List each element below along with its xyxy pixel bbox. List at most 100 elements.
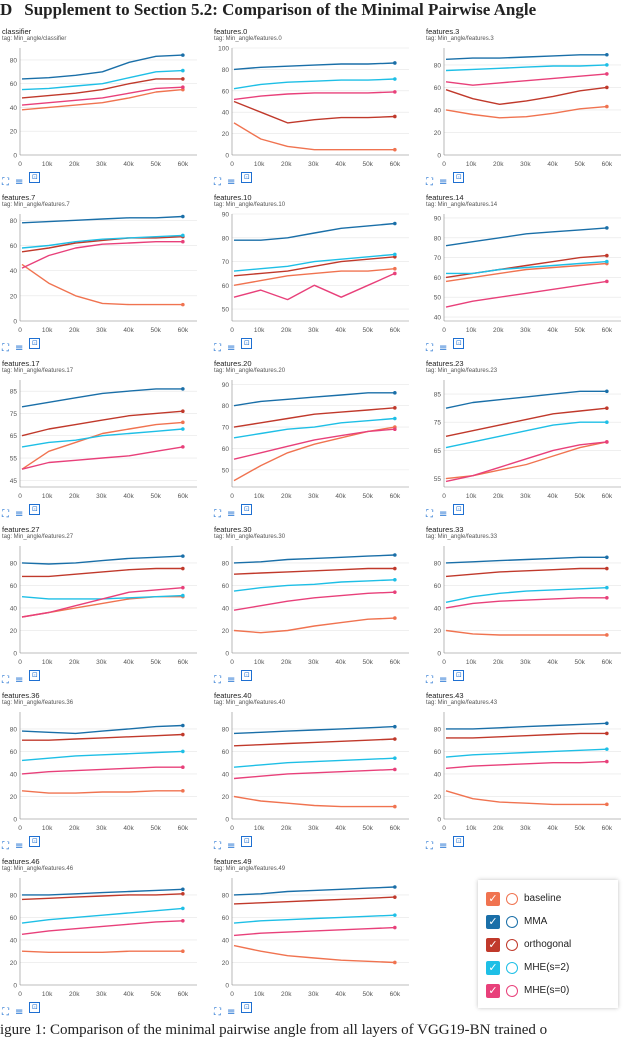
y-tick-label: 0: [13, 817, 17, 824]
y-tick-label: 20: [434, 794, 442, 801]
list-icon[interactable]: ≡: [439, 841, 448, 852]
expand-icon[interactable]: ⛶: [2, 1007, 9, 1018]
x-tick-label: 30k: [520, 327, 531, 334]
fit-icon[interactable]: ⊡: [453, 836, 465, 847]
y-tick-label: 90: [434, 215, 442, 222]
list-icon[interactable]: ≡: [15, 177, 24, 188]
list-icon[interactable]: ≡: [227, 1007, 236, 1018]
series-line-baseline: [233, 617, 395, 634]
checkbox-icon[interactable]: ✓: [486, 984, 500, 998]
fit-icon[interactable]: ⊡: [241, 836, 253, 847]
list-icon[interactable]: ≡: [439, 177, 448, 188]
series-end-point-mhe-s-2: [393, 756, 397, 760]
list-icon[interactable]: ≡: [15, 509, 24, 520]
chart-title: features.14: [426, 193, 464, 202]
fit-icon[interactable]: ⊡: [453, 172, 465, 183]
list-icon[interactable]: ≡: [439, 675, 448, 686]
list-icon[interactable]: ≡: [227, 177, 236, 188]
fit-icon[interactable]: ⊡: [29, 670, 41, 681]
radio-ring-icon[interactable]: [506, 962, 518, 974]
x-tick-label: 50k: [150, 659, 161, 666]
list-icon[interactable]: ≡: [15, 841, 24, 852]
y-tick-label: 40: [222, 605, 230, 612]
expand-icon[interactable]: ⛶: [214, 509, 221, 520]
fit-icon[interactable]: ⊡: [241, 1002, 253, 1013]
list-icon[interactable]: ≡: [227, 841, 236, 852]
x-tick-label: 60k: [390, 493, 401, 500]
chart-panel: features.33 tag: Min_angle/features.33 0 20…: [424, 526, 629, 691]
expand-icon[interactable]: ⛶: [2, 675, 9, 686]
fit-icon[interactable]: ⊡: [453, 338, 465, 349]
radio-ring-icon[interactable]: [506, 916, 518, 928]
list-icon[interactable]: ≡: [227, 509, 236, 520]
chart-title: features.17: [2, 359, 40, 368]
fit-icon[interactable]: ⊡: [29, 338, 41, 349]
expand-icon[interactable]: ⛶: [214, 177, 221, 188]
checkbox-icon[interactable]: ✓: [486, 892, 500, 906]
chart-toolbar: ⛶ ≡ ⊡: [214, 504, 258, 520]
x-tick-label: 40k: [335, 991, 346, 998]
list-icon[interactable]: ≡: [227, 343, 236, 354]
fit-icon[interactable]: ⊡: [29, 1002, 41, 1013]
y-tick-label: 40: [434, 315, 442, 322]
expand-icon[interactable]: ⛶: [2, 509, 9, 520]
radio-ring-icon[interactable]: [506, 985, 518, 997]
y-tick-label: 80: [10, 892, 18, 899]
x-tick-label: 10k: [466, 327, 477, 334]
chart-tag: tag: Min_angle/features.33: [426, 534, 498, 540]
series-end-point-orthogonal: [605, 566, 609, 571]
x-tick-label: 30k: [96, 327, 107, 334]
fit-icon[interactable]: ⊡: [241, 504, 253, 515]
checkbox-icon[interactable]: ✓: [486, 961, 500, 975]
fit-icon[interactable]: ⊡: [29, 504, 41, 515]
expand-icon[interactable]: ⛶: [426, 509, 433, 520]
expand-icon[interactable]: ⛶: [214, 675, 221, 686]
fit-icon[interactable]: ⊡: [241, 670, 253, 681]
list-icon[interactable]: ≡: [227, 675, 236, 686]
chart-panel: features.7 tag: Min_angle/features.7 0 20 40…: [0, 194, 205, 359]
section-number: D: [0, 0, 13, 19]
x-tick-label: 10k: [466, 659, 477, 666]
y-tick-label: 100: [218, 46, 229, 53]
expand-icon[interactable]: ⛶: [2, 177, 9, 188]
expand-icon[interactable]: ⛶: [214, 343, 221, 354]
y-tick-label: 80: [222, 235, 230, 242]
chart-title: features.33: [426, 525, 464, 534]
fit-icon[interactable]: ⊡: [29, 836, 41, 847]
x-tick-label: 10k: [254, 991, 265, 998]
series-end-point-orthogonal: [393, 895, 397, 899]
radio-ring-icon[interactable]: [506, 939, 518, 951]
list-icon[interactable]: ≡: [15, 343, 24, 354]
checkbox-icon[interactable]: ✓: [486, 938, 500, 952]
expand-icon[interactable]: ⛶: [426, 177, 433, 188]
expand-icon[interactable]: ⛶: [426, 343, 433, 354]
list-icon[interactable]: ≡: [439, 509, 448, 520]
list-icon[interactable]: ≡: [15, 1007, 24, 1018]
series-line-mma: [22, 888, 183, 896]
x-tick-label: 10k: [254, 825, 265, 832]
fit-icon[interactable]: ⊡: [241, 338, 253, 349]
expand-icon[interactable]: ⛶: [2, 841, 9, 852]
fit-icon[interactable]: ⊡: [29, 172, 41, 183]
y-tick-label: 20: [222, 131, 230, 138]
chart-panel: features.49 tag: Min_angle/features.49 0 20…: [212, 858, 417, 1023]
chart-panel: classifier tag: Min_angle/classifier 0 20 40…: [0, 28, 205, 193]
series-line-mma: [234, 222, 395, 241]
y-tick-label: 40: [434, 107, 442, 114]
expand-icon[interactable]: ⛶: [214, 1007, 221, 1018]
expand-icon[interactable]: ⛶: [214, 841, 221, 852]
fit-icon[interactable]: ⊡: [453, 504, 465, 515]
expand-icon[interactable]: ⛶: [426, 841, 433, 852]
expand-icon[interactable]: ⛶: [426, 675, 433, 686]
line-chart: 50 60 70 80 90 0 10k 20k 30k 40k 50k 60k: [222, 212, 409, 334]
fit-icon[interactable]: ⊡: [241, 172, 253, 183]
series-end-point-mhe-s-0: [605, 279, 609, 284]
list-icon[interactable]: ≡: [15, 675, 24, 686]
list-icon[interactable]: ≡: [439, 343, 448, 354]
checkbox-icon[interactable]: ✓: [486, 915, 500, 929]
chart-panel: features.3 tag: Min_angle/features.3 0 20 40…: [424, 28, 629, 193]
expand-icon[interactable]: ⛶: [2, 343, 9, 354]
fit-icon[interactable]: ⊡: [453, 670, 465, 681]
radio-ring-icon[interactable]: [506, 893, 518, 905]
y-tick-label: 55: [434, 476, 442, 483]
